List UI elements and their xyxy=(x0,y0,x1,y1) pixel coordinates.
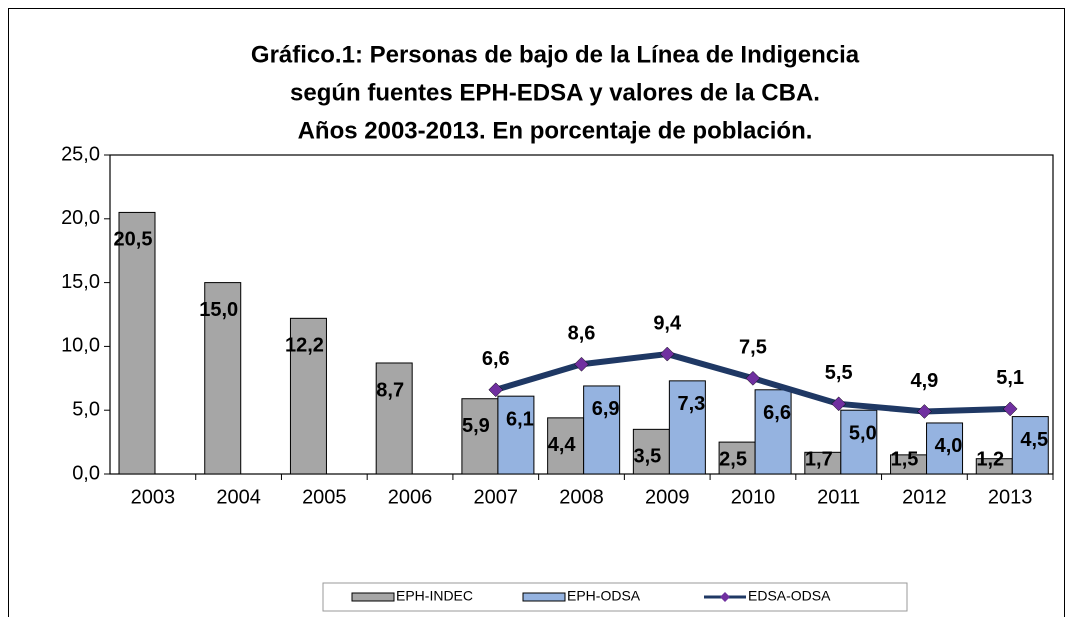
y-tick-label: 20,0 xyxy=(61,207,100,229)
data-label: 6,6 xyxy=(763,402,791,424)
bar xyxy=(632,428,670,475)
data-label: 1,5 xyxy=(891,448,919,470)
x-tick-label: 2008 xyxy=(559,486,604,508)
marker xyxy=(831,396,847,412)
bar xyxy=(547,417,585,475)
data-label: 5,0 xyxy=(849,422,877,444)
data-label: 7,3 xyxy=(677,393,705,415)
data-label: 6,9 xyxy=(592,398,620,420)
bar xyxy=(718,441,756,475)
bar xyxy=(926,422,964,475)
data-label: 4,9 xyxy=(911,370,939,392)
legend-swatch xyxy=(351,592,395,602)
data-label: 4,5 xyxy=(1020,429,1048,451)
legend-label: EDSA-ODSA xyxy=(748,588,831,604)
x-tick-label: 2004 xyxy=(216,486,261,508)
bar xyxy=(754,389,792,475)
bar xyxy=(497,395,535,475)
marker xyxy=(1002,401,1018,417)
legend xyxy=(322,582,908,612)
data-label: 9,4 xyxy=(653,312,682,334)
x-tick-label: 2012 xyxy=(902,486,947,508)
data-label: 15,0 xyxy=(199,299,238,321)
data-label: 5,1 xyxy=(996,367,1024,389)
data-label: 3,5 xyxy=(633,446,661,468)
marker xyxy=(488,382,504,398)
x-tick-label: 2007 xyxy=(474,486,519,508)
chart-title: Años 2003-2013. En porcentaje de poblaci… xyxy=(298,117,813,144)
y-tick-label: 25,0 xyxy=(61,143,100,165)
data-label: 12,2 xyxy=(285,335,324,357)
x-tick-label: 2010 xyxy=(731,486,776,508)
x-tick-label: 2005 xyxy=(302,486,347,508)
marker xyxy=(917,404,932,419)
marker xyxy=(745,370,761,386)
data-label: 6,1 xyxy=(506,408,534,430)
x-tick-label: 2013 xyxy=(988,486,1033,508)
legend-label: EPH-ODSA xyxy=(567,588,641,604)
y-tick-label: 10,0 xyxy=(61,335,100,357)
data-label: 5,9 xyxy=(462,415,490,437)
marker xyxy=(659,346,675,362)
bar xyxy=(118,211,156,475)
x-tick-label: 2006 xyxy=(388,486,433,508)
chart-title: según fuentes EPH-EDSA y valores de la C… xyxy=(290,79,820,106)
data-label: 7,5 xyxy=(739,337,767,359)
x-tick-label: 2011 xyxy=(817,486,860,508)
bar xyxy=(840,409,878,475)
bar xyxy=(668,380,706,475)
bar xyxy=(204,282,242,475)
y-tick-label: 15,0 xyxy=(61,271,100,293)
data-label: 8,7 xyxy=(376,379,404,401)
data-label: 8,6 xyxy=(568,323,596,345)
data-label: 5,5 xyxy=(825,362,853,384)
data-label: 2,5 xyxy=(719,448,747,470)
bar xyxy=(375,362,413,475)
data-label: 1,7 xyxy=(805,448,833,470)
bar xyxy=(289,317,327,475)
data-label: 6,6 xyxy=(482,348,510,370)
data-label: 1,2 xyxy=(976,448,1004,470)
bar xyxy=(583,385,621,475)
bar xyxy=(1011,416,1049,475)
chart-border xyxy=(8,8,1065,617)
data-label: 4,4 xyxy=(548,434,577,456)
y-tick-label: 0,0 xyxy=(72,462,100,484)
x-tick-label: 2003 xyxy=(131,486,176,508)
y-tick-label: 5,0 xyxy=(72,398,100,420)
legend-label: EPH-INDEC xyxy=(396,588,473,604)
legend-swatch xyxy=(522,592,566,602)
data-label: 20,5 xyxy=(114,229,153,251)
legend-swatch xyxy=(720,592,730,602)
data-label: 4,0 xyxy=(935,435,963,457)
x-tick-label: 2009 xyxy=(645,486,690,508)
chart-title: Gráfico.1: Personas de bajo de la Línea … xyxy=(251,41,860,68)
marker xyxy=(574,356,589,372)
bar xyxy=(461,398,499,475)
